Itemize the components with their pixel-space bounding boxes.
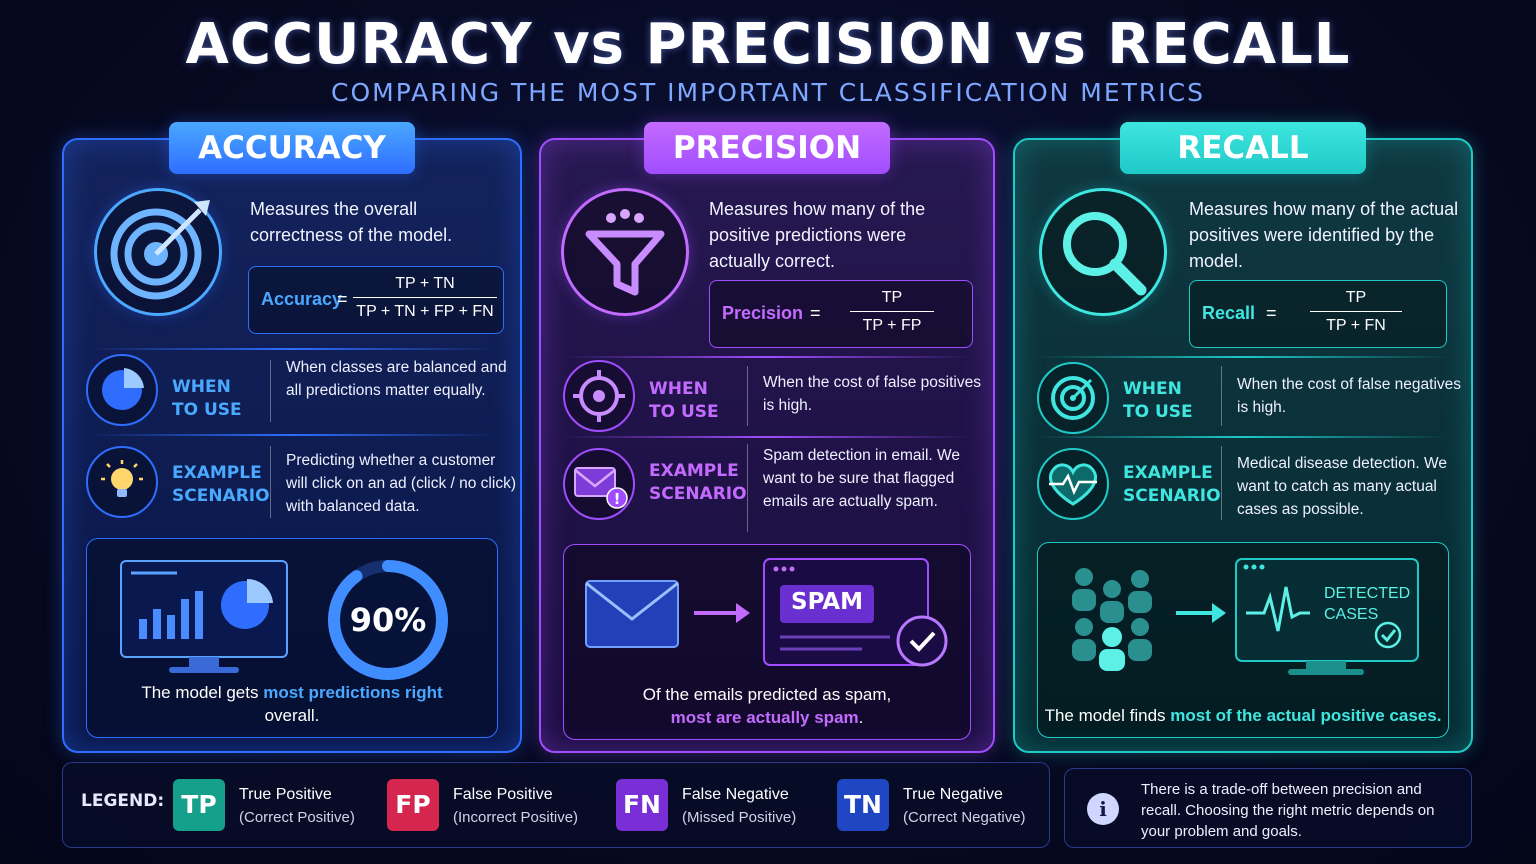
formula-equals: = <box>1266 303 1277 323</box>
formula-denominator: TP + TN + FP + FN <box>356 303 494 320</box>
when-to-use-text: When the cost of false negatives is high… <box>1237 376 1462 416</box>
example-scenario-label: EXAMPLE SCENARIO <box>172 463 270 506</box>
divider <box>86 434 498 436</box>
divider <box>563 436 971 438</box>
precision-description: Measures how many of the positive predic… <box>709 199 926 271</box>
funnel-icon <box>561 188 689 316</box>
formula-numerator: TP <box>1310 289 1402 312</box>
envelope-icon <box>585 580 679 648</box>
spam-window-icon <box>763 558 948 667</box>
formula-numerator: TP + TN <box>353 275 497 298</box>
info-icon: i <box>1087 793 1119 825</box>
when-to-use-label: WHEN TO USE <box>172 377 242 420</box>
arrow-right-icon <box>694 603 750 623</box>
accuracy-tab: ACCURACY <box>169 122 415 174</box>
formula-equals: = <box>337 289 348 309</box>
tn-badge: TN <box>837 779 889 831</box>
precision-tab: PRECISION <box>644 122 890 174</box>
accuracy-caption: The model gets most predictions right ov… <box>141 683 443 725</box>
precision-panel: PRECISION Measures how many of the posit… <box>539 122 995 753</box>
accuracy-panel: ACCURACY Measures the overall correctnes… <box>62 122 522 753</box>
fn-badge: FN <box>616 779 668 831</box>
example-scenario-label: EXAMPLE SCENARIO <box>649 461 747 504</box>
formula-denominator: TP + FP <box>862 317 922 334</box>
recall-illustration: DETECTED CASES The model finds most of th… <box>1037 542 1449 738</box>
pie-chart-icon <box>86 354 158 426</box>
when-to-use-text: When the cost of false positives is high… <box>763 374 981 414</box>
legend-item-tp: True Positive (Correct Positive) <box>239 786 355 826</box>
recall-tab: RECALL <box>1120 122 1366 174</box>
legend-item-tn: True Negative (Correct Negative) <box>903 786 1026 826</box>
precision-caption: Of the emails predicted as spam, most are… <box>642 685 892 727</box>
formula-denominator: TP + FN <box>1326 317 1386 334</box>
svg-text:!: ! <box>614 490 621 508</box>
detected-cases-label: DETECTED CASES <box>1324 585 1411 623</box>
heart-pulse-icon <box>1037 448 1109 520</box>
when-to-use-label: WHEN TO USE <box>1123 379 1193 422</box>
when-to-use-label: WHEN TO USE <box>649 379 719 422</box>
lightbulb-icon <box>86 446 158 518</box>
example-scenario-text: Predicting whether a customer will click… <box>286 452 516 515</box>
page-title: ACCURACY vs PRECISION vs RECALL <box>185 12 1351 77</box>
legend-title: LEGEND: <box>81 791 165 811</box>
fp-badge: FP <box>387 779 439 831</box>
recall-formula: Recall = TP TP + FN <box>1189 280 1447 348</box>
magnifier-icon <box>1039 188 1167 316</box>
spam-badge: SPAM <box>791 589 863 615</box>
divider <box>563 356 971 358</box>
formula-label: Recall <box>1202 303 1256 323</box>
recall-caption: The model finds most of the actual posit… <box>1044 706 1442 725</box>
tradeoff-note: i There is a trade-off between precision… <box>1064 768 1472 848</box>
detected-cases-monitor-icon <box>1235 558 1419 675</box>
arrow-right-icon <box>1176 603 1226 623</box>
tp-badge: TP <box>173 779 225 831</box>
target-icon <box>1037 362 1109 434</box>
page-subtitle: COMPARING THE MOST IMPORTANT CLASSIFICAT… <box>330 78 1205 107</box>
precision-formula: Precision = TP TP + FP <box>709 280 973 348</box>
recall-panel: RECALL Measures how many of the actual p… <box>1013 122 1473 753</box>
precision-illustration: SPAM Of the emails predicted as spam, mos… <box>563 544 971 740</box>
crosshair-icon <box>563 360 635 432</box>
formula-equals: = <box>810 303 821 323</box>
recall-description: Measures how many of the actual positive… <box>1189 199 1459 271</box>
formula-label: Accuracy <box>261 289 343 309</box>
target-arrow-icon <box>94 188 222 316</box>
dashboard-monitor-icon <box>120 560 288 673</box>
example-scenario-label: EXAMPLE SCENARIO <box>1123 463 1221 506</box>
mail-alert-icon: ! <box>563 448 635 520</box>
accuracy-gauge: 90% <box>328 560 448 680</box>
formula-numerator: TP <box>850 289 934 312</box>
example-scenario-text: Medical disease detection. We want to ca… <box>1237 455 1447 518</box>
divider <box>86 348 498 350</box>
divider <box>1037 356 1449 358</box>
accuracy-value: 90% <box>350 601 427 639</box>
divider <box>1037 436 1449 438</box>
tradeoff-note-text: There is a trade-off between precision a… <box>1141 781 1435 840</box>
accuracy-illustration: 90% The model gets most predictions righ… <box>86 538 498 738</box>
formula-label: Precision <box>722 303 804 323</box>
legend-item-fp: False Positive (Incorrect Positive) <box>453 786 579 826</box>
legend: LEGEND: TP True Positive (Correct Positiv… <box>62 762 1050 848</box>
example-scenario-text: Spam detection in email. We want to be s… <box>763 447 961 510</box>
accuracy-description: Measures the overall correctness of the … <box>250 199 453 245</box>
legend-item-fn: False Negative (Missed Positive) <box>682 786 797 826</box>
accuracy-formula: Accuracy = TP + TN TP + TN + FP + FN <box>248 266 504 334</box>
people-group-icon <box>1072 568 1152 671</box>
when-to-use-text: When classes are balanced and all predic… <box>286 359 507 399</box>
